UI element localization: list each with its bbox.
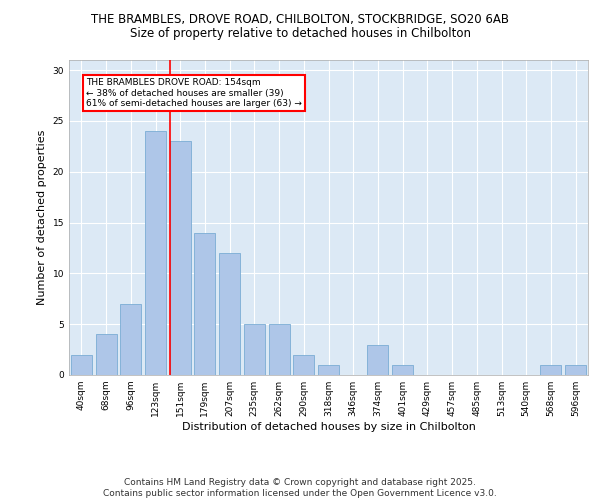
Bar	[367, 344, 388, 375]
Text: Size of property relative to detached houses in Chilbolton: Size of property relative to detached ho…	[130, 28, 470, 40]
Bar	[219, 253, 240, 375]
Bar	[293, 354, 314, 375]
X-axis label: Distribution of detached houses by size in Chilbolton: Distribution of detached houses by size …	[182, 422, 475, 432]
Text: Contains HM Land Registry data © Crown copyright and database right 2025.
Contai: Contains HM Land Registry data © Crown c…	[103, 478, 497, 498]
Text: THE BRAMBLES, DROVE ROAD, CHILBOLTON, STOCKBRIDGE, SO20 6AB: THE BRAMBLES, DROVE ROAD, CHILBOLTON, ST…	[91, 12, 509, 26]
Bar	[244, 324, 265, 375]
Bar	[565, 365, 586, 375]
Bar	[318, 365, 339, 375]
Y-axis label: Number of detached properties: Number of detached properties	[37, 130, 47, 305]
Bar	[541, 365, 562, 375]
Bar	[194, 232, 215, 375]
Bar	[120, 304, 141, 375]
Bar	[170, 142, 191, 375]
Bar	[392, 365, 413, 375]
Bar	[95, 334, 116, 375]
Text: THE BRAMBLES DROVE ROAD: 154sqm
← 38% of detached houses are smaller (39)
61% of: THE BRAMBLES DROVE ROAD: 154sqm ← 38% of…	[86, 78, 302, 108]
Bar	[71, 354, 92, 375]
Bar	[145, 131, 166, 375]
Bar	[269, 324, 290, 375]
